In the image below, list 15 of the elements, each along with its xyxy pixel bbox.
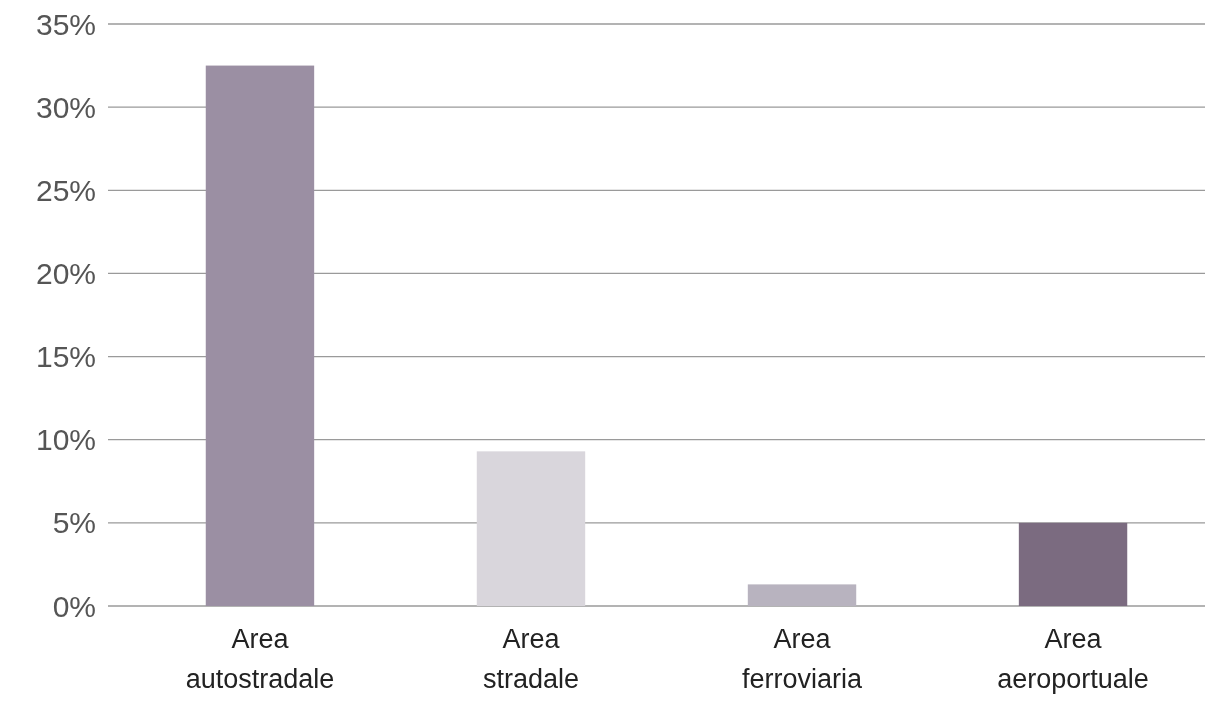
bar (747, 584, 857, 606)
bar (476, 451, 586, 606)
y-tick-label: 15% (35, 340, 96, 374)
y-tick-label: 20% (35, 256, 96, 290)
bar (1018, 522, 1128, 606)
y-tick-label: 5% (52, 506, 96, 540)
y-tick-label: 30% (35, 90, 96, 124)
x-tick-label: Area autostradale (185, 624, 335, 694)
y-tick-label: 25% (35, 173, 96, 207)
x-tick-label: Area stradale (482, 624, 580, 694)
y-tick-label: 0% (52, 589, 96, 623)
x-tick-label: Area ferroviaria (741, 624, 864, 694)
y-tick-label: 10% (35, 423, 96, 457)
y-tick-label: 35% (35, 7, 96, 41)
x-tick-label: Area aeroportuale (997, 624, 1149, 694)
